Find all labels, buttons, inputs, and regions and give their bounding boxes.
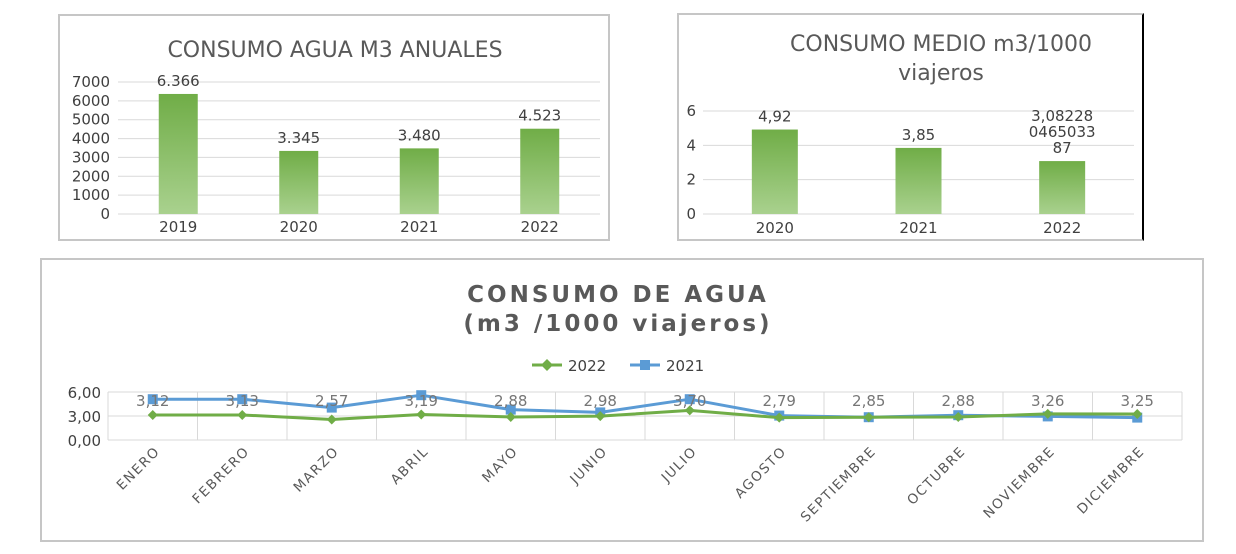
x-tick-label: NOVIEMBRE [980,444,1058,522]
data-label: 3,13 [226,392,259,410]
x-tick-label: MAYO [479,444,521,486]
y-tick-label: 3000 [72,148,110,166]
data-label: 3,70 [673,392,706,410]
x-tick-label: 2022 [1043,219,1081,237]
x-tick-label: 2021 [400,218,438,236]
data-label: 3.480 [398,126,441,144]
x-tick-label: FEBRERO [189,444,253,508]
data-point [863,412,874,423]
chart-title: CONSUMO MEDIO m3/1000 [790,32,1092,57]
y-tick-label: 6000 [72,92,110,110]
bar [895,147,942,214]
data-point [326,414,337,425]
data-point [684,394,695,405]
data-point [505,411,516,422]
y-tick-label: 6 [686,102,696,120]
data-point [416,390,427,401]
x-tick-label: JUNIO [566,444,611,489]
data-label: 6.366 [157,72,200,90]
y-tick-label: 4000 [72,130,110,148]
data-point [147,394,158,405]
x-tick-label: ENERO [114,444,164,494]
data-label: 3,12 [136,392,169,410]
data-label: 0465033 [1029,123,1096,141]
legend-marker [640,360,650,370]
chart-title: viajeros [898,61,984,86]
legend-label: 2022 [568,357,606,375]
y-tick-label: 5000 [72,111,110,129]
data-label: 2,88 [942,392,975,410]
data-label: 3,19 [405,392,438,410]
data-point [774,412,785,423]
y-tick-label: 1000 [72,186,110,204]
data-label: 2,98 [584,392,617,410]
y-tick-label: 0,00 [68,432,101,450]
x-tick-label: 2022 [521,218,559,236]
data-label: 4,92 [758,108,791,126]
data-label: 2,57 [315,392,348,410]
x-tick-label: MARZO [291,444,343,496]
bar [279,150,319,214]
data-label: 3,26 [1031,392,1064,410]
data-label: 87 [1053,139,1072,157]
data-point [1132,409,1143,419]
data-point [326,402,337,413]
monthly-consumption-chart: CONSUMO DE AGUA (m3 /1000 viajeros) 2022 20… [68,282,1183,526]
x-tick-label: 2020 [756,219,794,237]
x-tick-label: JULIO [658,444,701,487]
x-tick-label: DICIEMBRE [1074,444,1148,518]
bar [399,148,439,214]
data-point [1042,408,1053,419]
data-label: 3.345 [277,129,320,147]
legend-label: 2021 [666,357,704,375]
bar [1039,161,1086,214]
y-tick-label: 7000 [72,73,110,91]
x-tick-label: 2019 [159,218,197,236]
y-tick-label: 3,00 [68,408,101,426]
data-point [237,409,248,420]
bar [520,128,560,214]
x-tick-label: 2020 [280,218,318,236]
y-tick-label: 0 [686,205,696,223]
chart-title: CONSUMO DE AGUA [467,282,769,308]
x-tick-label: ABRIL [388,444,432,488]
data-point [237,394,248,405]
data-label: 3,85 [902,126,935,144]
data-point [416,409,427,420]
data-label: 2,79 [763,392,796,410]
y-tick-label: 4 [686,136,696,154]
annual-consumption-chart: CONSUMO AGUA M3 ANUALES 01000200030004000… [72,38,600,236]
monthly-consumption-chart-panel: CONSUMO DE AGUA (m3 /1000 viajeros) 2022 20… [40,258,1204,542]
y-tick-label: 0 [100,205,110,223]
bar [158,93,198,214]
data-point [953,411,964,422]
x-tick-label: SEPTIEMBRE [798,444,880,526]
data-label: 3,25 [1121,392,1154,410]
x-tick-label: OCTUBRE [904,444,969,509]
average-consumption-chart: CONSUMO MEDIO m3/1000 viajeros 0 2 4 6 4,92 202… [686,32,1134,237]
data-label: 2,88 [494,392,527,410]
data-label: 2,85 [852,392,885,410]
chart-title: (m3 /1000 viajeros) [463,311,772,337]
average-consumption-chart-panel: CONSUMO MEDIO m3/1000 viajeros 0 2 4 6 4,92 202… [677,13,1144,241]
data-point [505,404,516,415]
data-point [147,410,158,421]
y-tick-label: 6,00 [68,384,101,402]
y-tick-label: 2 [686,171,696,189]
data-label: 4.523 [518,107,561,125]
annual-consumption-chart-panel: CONSUMO AGUA M3 ANUALES 0 1000 2000 3000 4000… [58,14,610,241]
x-tick-label: AGOSTO [732,444,790,502]
chart-title: CONSUMO AGUA M3 ANUALES [167,38,502,63]
data-point [684,405,695,416]
data-point [595,411,606,422]
data-label: 3,08228 [1031,107,1093,125]
bar [751,129,798,214]
x-tick-label: 2021 [899,219,937,237]
y-tick-label: 2000 [72,167,110,185]
legend-marker [541,359,553,371]
series-line [152,408,1138,421]
